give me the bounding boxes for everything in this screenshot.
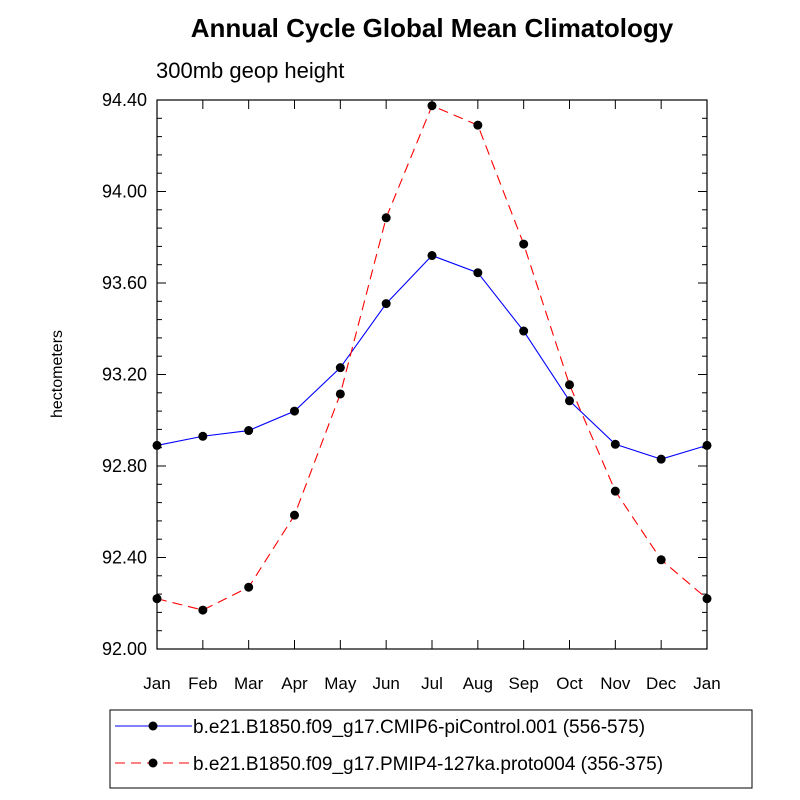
chart-title: Annual Cycle Global Mean Climatology: [191, 13, 674, 43]
data-point: [519, 326, 529, 336]
series-layer: [152, 101, 712, 615]
data-point: [656, 454, 666, 464]
series-1: [152, 101, 712, 615]
x-tick-label: May: [324, 674, 357, 693]
y-tick-label: 92.80: [102, 456, 147, 476]
legend-label-1: b.e21.B1850.f09_g17.PMIP4-127ka.proto004…: [193, 754, 663, 775]
x-tick-label: Jan: [143, 674, 170, 693]
y-tick-label: 93.60: [102, 273, 147, 293]
data-point: [244, 426, 254, 436]
x-tick-label: Apr: [281, 674, 308, 693]
data-point: [198, 605, 208, 615]
legend: b.e21.B1850.f09_g17.CMIP6-piControl.001 …: [109, 709, 753, 789]
y-tick-label: 94.40: [102, 90, 147, 110]
x-tick-label: Oct: [556, 674, 583, 693]
y-axis-label: hectometers: [49, 330, 66, 418]
data-point: [473, 268, 483, 278]
data-point: [565, 396, 574, 406]
data-point: [427, 251, 437, 261]
legend-marker-0: [148, 721, 158, 731]
data-point: [381, 213, 391, 223]
data-point: [335, 363, 345, 373]
chart-subtitle: 300mb geop height: [156, 58, 344, 83]
x-tick-label: Nov: [600, 674, 631, 693]
y-tick-label: 92.40: [102, 548, 147, 568]
plot-frame: [156, 99, 708, 650]
series-line-0: [156, 254, 708, 460]
x-tick-label: Mar: [234, 674, 264, 693]
data-point: [381, 299, 391, 309]
data-point: [610, 439, 620, 449]
x-tick-label: Jul: [421, 674, 443, 693]
legend-marker-1: [148, 758, 158, 768]
legend-box: [109, 709, 753, 789]
data-point: [335, 389, 345, 399]
data-point: [427, 101, 437, 111]
legend-label-0: b.e21.B1850.f09_g17.CMIP6-piControl.001 …: [193, 717, 645, 738]
data-point: [656, 555, 666, 565]
series-line-1: [156, 104, 708, 611]
data-point: [290, 510, 299, 520]
data-point: [565, 380, 574, 390]
x-tick-label: Aug: [463, 674, 493, 693]
x-tick-label: Feb: [188, 674, 217, 693]
data-point: [473, 120, 483, 130]
data-point: [519, 239, 529, 249]
data-point: [610, 486, 620, 496]
y-tick-label: 92.00: [102, 639, 147, 659]
data-point: [290, 406, 299, 416]
ticks-layer: 92.00 92.40 92.80 93.20 93.60 94.00 94.40 Jan Fe…: [102, 90, 721, 693]
x-tick-label: Dec: [646, 674, 677, 693]
y-tick-label: 93.20: [102, 365, 147, 385]
x-tick-label: Jun: [372, 674, 399, 693]
x-tick-label: Jan: [693, 674, 720, 693]
x-tick-label: Sep: [509, 674, 539, 693]
y-tick-label: 94.00: [102, 182, 147, 202]
data-point: [244, 582, 254, 592]
series-0: [152, 251, 712, 464]
data-point: [198, 431, 208, 441]
